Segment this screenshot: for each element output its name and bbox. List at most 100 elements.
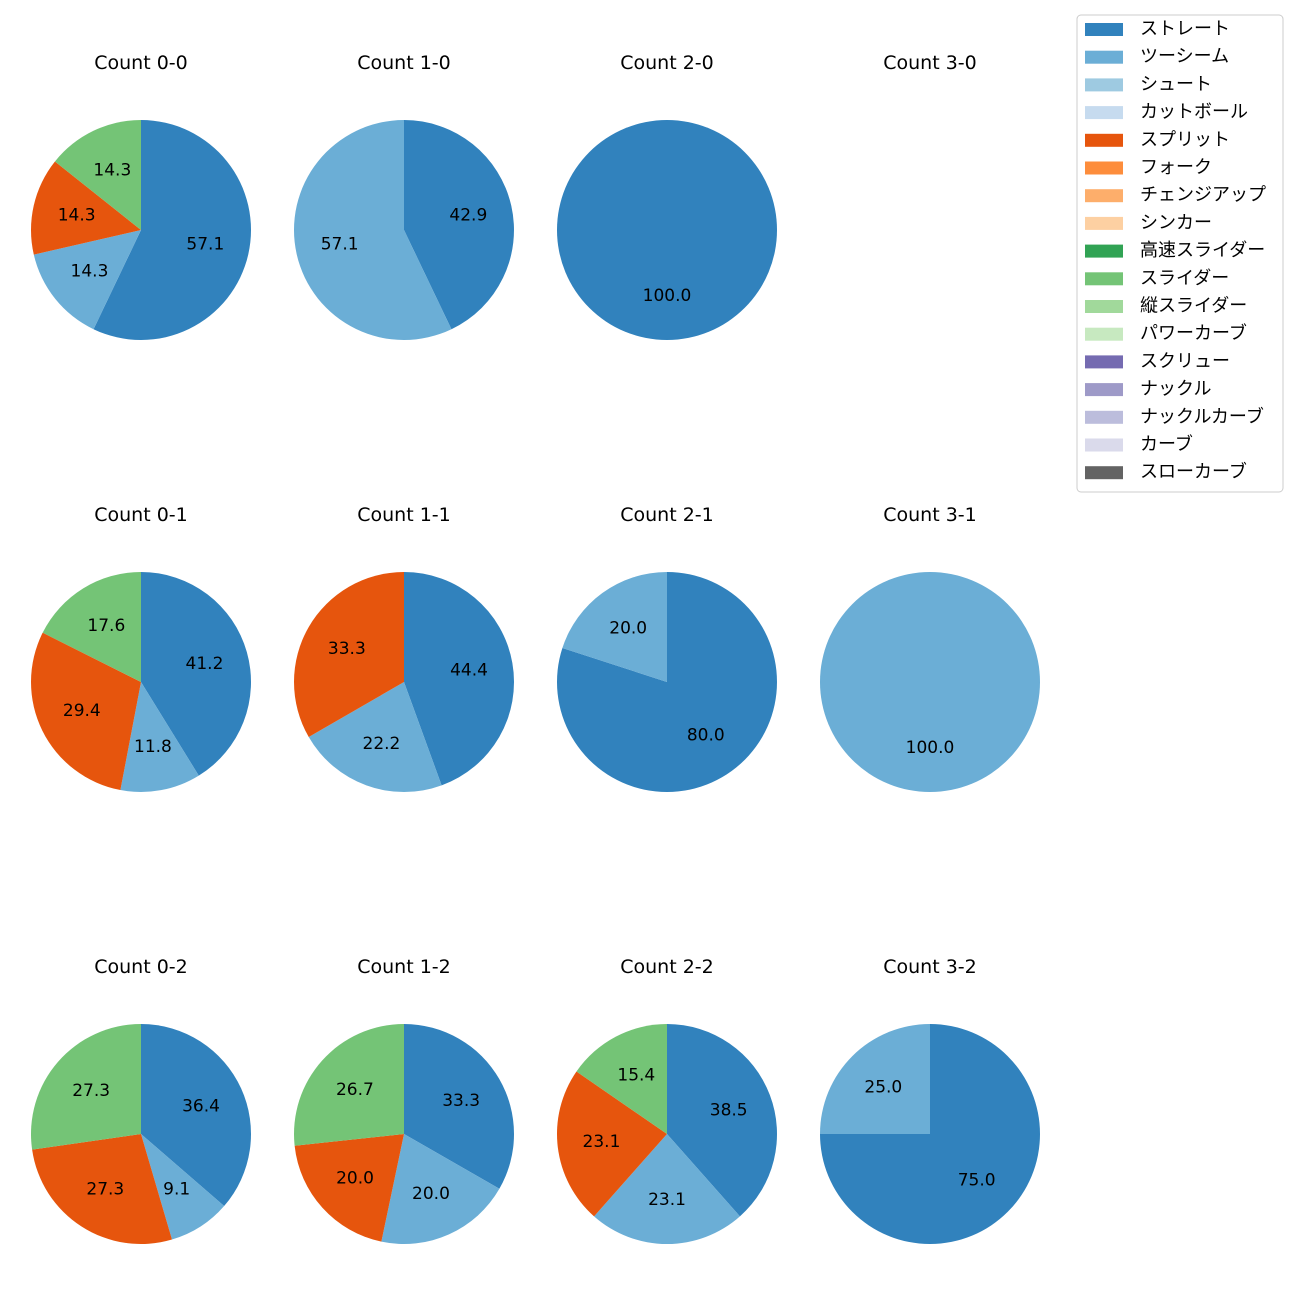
pie-title: Count 0-1 <box>94 504 188 526</box>
pie-grid: Count 0-0 57.1 14.3 14.3 14.3 Count 1-0 42.9 57… <box>30 52 1040 1245</box>
legend-label: カーブ <box>1140 433 1193 455</box>
pie-chart: Count 0-1 41.2 11.8 29.4 17.6 <box>31 504 252 792</box>
pie-title: Count 2-2 <box>620 956 714 978</box>
legend-label: チェンジアップ <box>1140 185 1266 206</box>
pie-slice <box>381 1134 500 1244</box>
legend-swatch <box>1085 216 1123 230</box>
legend-item: スライダー <box>1085 268 1229 289</box>
pie-slice-label: 23.1 <box>583 1132 621 1152</box>
pie-slice-label: 20.0 <box>609 619 647 639</box>
legend-item: ストレート <box>1085 19 1230 40</box>
pie-slice <box>294 1134 404 1242</box>
legend-label: スプリット <box>1140 129 1230 150</box>
pie-slice <box>293 120 452 340</box>
legend-item: スローカーブ <box>1085 461 1247 483</box>
legend-frame <box>1076 14 1284 493</box>
pie-slice-label: 25.0 <box>864 1077 902 1097</box>
legend-swatch <box>1085 300 1123 313</box>
legend-label: スクリュー <box>1140 351 1230 372</box>
pie-slice <box>294 1024 404 1146</box>
legend-swatch <box>1085 410 1123 424</box>
pie-chart: Count 1-1 44.4 22.2 33.3 <box>294 504 515 793</box>
pie-slice-label: 9.1 <box>163 1180 190 1200</box>
pie-slice-label: 15.4 <box>617 1066 655 1086</box>
pie-slice <box>32 1134 172 1244</box>
legend-item: スクリュー <box>1085 351 1230 372</box>
pie-chart: Count 3-0 <box>883 52 977 74</box>
legend-label: スローカーブ <box>1140 461 1247 483</box>
pie-slice-label: 41.2 <box>186 654 224 674</box>
pie-chart: Count 2-1 80.0 20.0 <box>556 504 777 792</box>
pie-slice <box>30 161 142 255</box>
legend-label: シンカー <box>1140 212 1212 233</box>
pie-chart: Count 0-0 57.1 14.3 14.3 14.3 <box>30 52 252 340</box>
pie-slice <box>141 572 252 776</box>
pie-slice <box>294 572 404 737</box>
pie-slice <box>404 572 515 786</box>
pie-slice-label: 14.3 <box>58 205 96 225</box>
pie-slice-label: 100.0 <box>906 738 955 758</box>
pie-title: Count 3-1 <box>883 504 977 526</box>
pie-chart: Count 3-2 75.0 25.0 <box>820 956 1040 1244</box>
pie-slice-label: 38.5 <box>710 1101 748 1121</box>
pie-slice-label: 36.4 <box>182 1097 220 1117</box>
legend-swatch <box>1085 383 1123 397</box>
legend-item: カーブ <box>1085 433 1193 455</box>
pie-title: Count 0-0 <box>94 52 188 74</box>
pie-slice <box>308 682 442 793</box>
legend-swatch <box>1085 466 1123 480</box>
pie-slice-label: 57.1 <box>186 235 224 255</box>
pie-slice <box>594 1134 740 1245</box>
pie-slice-label: 23.1 <box>648 1190 686 1210</box>
legend-item: カットボール <box>1085 102 1248 123</box>
pie-title: Count 2-0 <box>620 52 714 74</box>
legend-item: ナックルカーブ <box>1085 405 1264 427</box>
pie-slice <box>667 1024 778 1217</box>
pie-title: Count 1-2 <box>357 956 451 978</box>
pie-slice-label: 57.1 <box>321 235 359 255</box>
legend-label: 縦スライダー <box>1140 296 1247 317</box>
legend-label: ナックル <box>1140 379 1211 400</box>
legend-label: ツーシーム <box>1140 46 1229 67</box>
pie-slice-label: 33.3 <box>328 639 366 659</box>
legend-swatch <box>1085 23 1123 36</box>
legend-label: ナックルカーブ <box>1140 405 1264 427</box>
pie-slice-label: 44.4 <box>450 661 488 681</box>
legend-item: ツーシーム <box>1085 46 1229 67</box>
pie-slice <box>31 632 142 791</box>
legend-swatch <box>1085 50 1123 64</box>
pie-slice-label: 29.4 <box>63 701 101 721</box>
legend-label: フォーク <box>1140 157 1212 178</box>
pie-slice-label: 20.0 <box>412 1184 450 1204</box>
pie-slice-label: 27.3 <box>86 1180 124 1200</box>
pie-slice <box>141 1024 251 1207</box>
pie-slice <box>556 572 777 792</box>
pie-chart: Count 1-2 33.3 20.0 20.0 26.7 <box>294 956 515 1244</box>
pie-slice-label: 80.0 <box>687 725 725 745</box>
legend-swatch <box>1085 133 1123 147</box>
legend-swatch <box>1085 78 1123 92</box>
pie-title: Count 1-0 <box>357 52 451 74</box>
legend-label: ストレート <box>1140 19 1230 40</box>
pie-title: Count 3-0 <box>883 52 977 74</box>
legend-swatch <box>1085 244 1123 258</box>
legend-swatch <box>1085 327 1123 341</box>
pie-slice-label: 11.8 <box>134 737 172 757</box>
pie-slice <box>120 682 199 792</box>
pie-title: Count 2-1 <box>620 504 714 526</box>
pie-slice <box>557 120 777 340</box>
legend-swatch <box>1085 438 1123 452</box>
pie-title: Count 1-1 <box>357 504 451 526</box>
legend-label: 高速スライダー <box>1140 240 1265 261</box>
legend-label: カットボール <box>1140 102 1248 123</box>
pie-slice-label: 20.0 <box>336 1168 374 1188</box>
pie-slice <box>42 572 141 682</box>
pie-slice <box>820 572 1040 792</box>
legend-item: シュート <box>1085 74 1212 95</box>
legend-item: ナックル <box>1085 379 1211 400</box>
pie-slice-label: 42.9 <box>449 205 487 225</box>
pie-chart: Count 1-0 42.9 57.1 <box>293 52 514 340</box>
legend-swatch <box>1085 106 1123 120</box>
pie-slice <box>556 1071 667 1217</box>
